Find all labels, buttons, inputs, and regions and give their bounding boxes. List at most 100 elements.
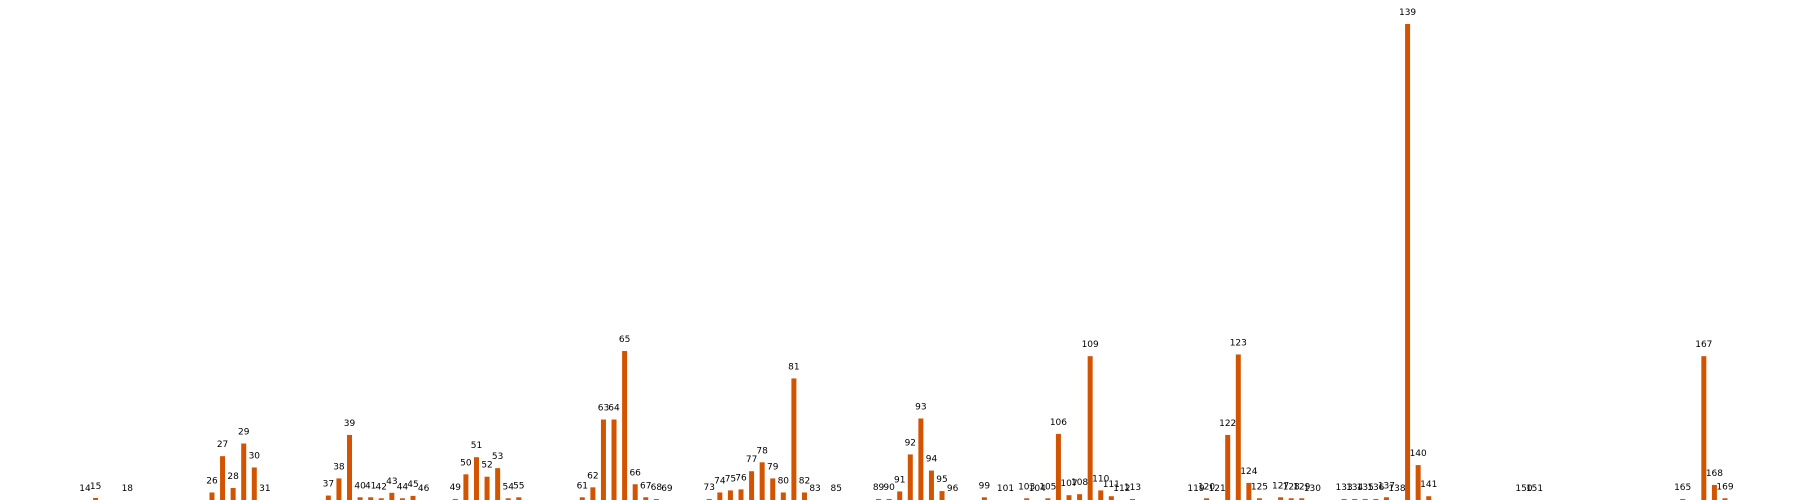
bar-76 (738, 489, 744, 500)
bar-label-112: 112 (1113, 484, 1130, 494)
bar-label-113: 113 (1124, 483, 1141, 493)
bar-62 (590, 487, 596, 500)
bar-label-107: 107 (1060, 479, 1077, 489)
bar-label-168: 168 (1706, 469, 1723, 479)
bar-label-78: 78 (756, 446, 768, 456)
bar-label-123: 123 (1230, 338, 1247, 348)
bar-93 (918, 418, 924, 500)
bar-label-92: 92 (905, 438, 916, 448)
bar-68 (653, 498, 659, 500)
bar-label-46: 46 (418, 484, 430, 494)
bar-label-106: 106 (1050, 418, 1067, 428)
bar-label-76: 76 (735, 473, 747, 483)
bar-label-101: 101 (997, 484, 1014, 494)
bar-52 (484, 476, 490, 500)
bar-78 (759, 462, 765, 500)
bar-label-39: 39 (344, 419, 356, 429)
bar-45 (410, 495, 416, 500)
bar-label-99: 99 (979, 481, 991, 491)
bar-label-105: 105 (1039, 482, 1056, 492)
bar-label-110: 110 (1092, 474, 1109, 484)
bar-42 (378, 498, 384, 500)
bar-label-18: 18 (122, 484, 134, 494)
bar-label-167: 167 (1695, 340, 1712, 350)
bar-103 (1024, 498, 1030, 500)
bar-label-44: 44 (397, 482, 409, 492)
bar-136 (1373, 498, 1379, 500)
bar-75 (727, 490, 733, 500)
bar-label-96: 96 (947, 484, 959, 494)
bar-67 (643, 497, 649, 500)
bar-label-26: 26 (206, 476, 218, 486)
bar-40 (357, 497, 363, 500)
bar-label-30: 30 (249, 451, 261, 461)
bar-label-81: 81 (788, 362, 799, 372)
bar-129 (1299, 498, 1305, 500)
bar-169 (1722, 498, 1728, 500)
bars-group (93, 24, 1728, 500)
bar-44 (399, 498, 405, 500)
bar-73 (706, 498, 712, 500)
bar-label-83: 83 (809, 484, 820, 494)
bar-label-31: 31 (259, 484, 270, 494)
bar-91 (897, 491, 903, 500)
bar-63 (600, 419, 606, 500)
bar-79 (770, 478, 776, 500)
bar-label-49: 49 (450, 483, 462, 493)
bar-label-28: 28 (227, 472, 239, 482)
bar-37 (325, 495, 331, 500)
bar-label-104: 104 (1029, 484, 1046, 494)
bar-label-73: 73 (704, 483, 715, 493)
bar-label-75: 75 (725, 474, 736, 484)
bar-107 (1066, 495, 1072, 500)
bar-label-64: 64 (608, 404, 620, 414)
bar-label-51: 51 (471, 441, 482, 451)
bar-137 (1383, 497, 1389, 500)
bar-label-91: 91 (894, 475, 905, 485)
bar-94 (928, 470, 934, 500)
bar-label-169: 169 (1716, 482, 1733, 492)
bar-label-95: 95 (936, 475, 947, 485)
bar-label-93: 93 (915, 403, 926, 413)
bar-167 (1701, 356, 1707, 500)
bar-113 (1129, 498, 1135, 500)
bar-61 (579, 497, 585, 500)
bar-89 (876, 498, 882, 500)
bar-82 (801, 492, 807, 500)
bar-122 (1225, 434, 1231, 500)
bar-label-62: 62 (587, 471, 598, 481)
bar-label-52: 52 (481, 461, 492, 471)
bar-106 (1055, 433, 1061, 500)
bar-label-109: 109 (1082, 340, 1099, 350)
bar-27 (220, 456, 226, 500)
bar-95 (939, 491, 945, 500)
bar-26 (209, 492, 215, 500)
bar-81 (791, 378, 797, 500)
bar-label-125: 125 (1251, 482, 1268, 492)
bar-label-94: 94 (926, 455, 938, 465)
bar-label-85: 85 (831, 484, 842, 494)
bar-label-165: 165 (1674, 483, 1691, 493)
bar-80 (780, 492, 786, 500)
bar-108 (1077, 494, 1083, 500)
bar-label-136: 136 (1367, 483, 1384, 493)
bar-124 (1246, 482, 1252, 500)
bar-label-53: 53 (492, 452, 503, 462)
bar-label-121: 121 (1209, 484, 1226, 494)
bar-label-139: 139 (1399, 8, 1416, 18)
bar-label-122: 122 (1219, 419, 1236, 429)
bar-30 (251, 467, 257, 500)
bar-label-14: 14 (79, 484, 91, 494)
bar-label-120: 120 (1198, 482, 1215, 492)
bar-38 (336, 478, 342, 500)
bar-53 (495, 468, 501, 500)
bar-label-42: 42 (376, 482, 387, 492)
bar-label-37: 37 (323, 480, 334, 490)
bar-label-129: 129 (1293, 482, 1310, 492)
bar-120 (1204, 498, 1210, 500)
bar-label-103: 103 (1018, 482, 1035, 492)
bar-65 (622, 351, 628, 500)
bar-label-29: 29 (238, 428, 250, 438)
bar-label-61: 61 (577, 481, 588, 491)
